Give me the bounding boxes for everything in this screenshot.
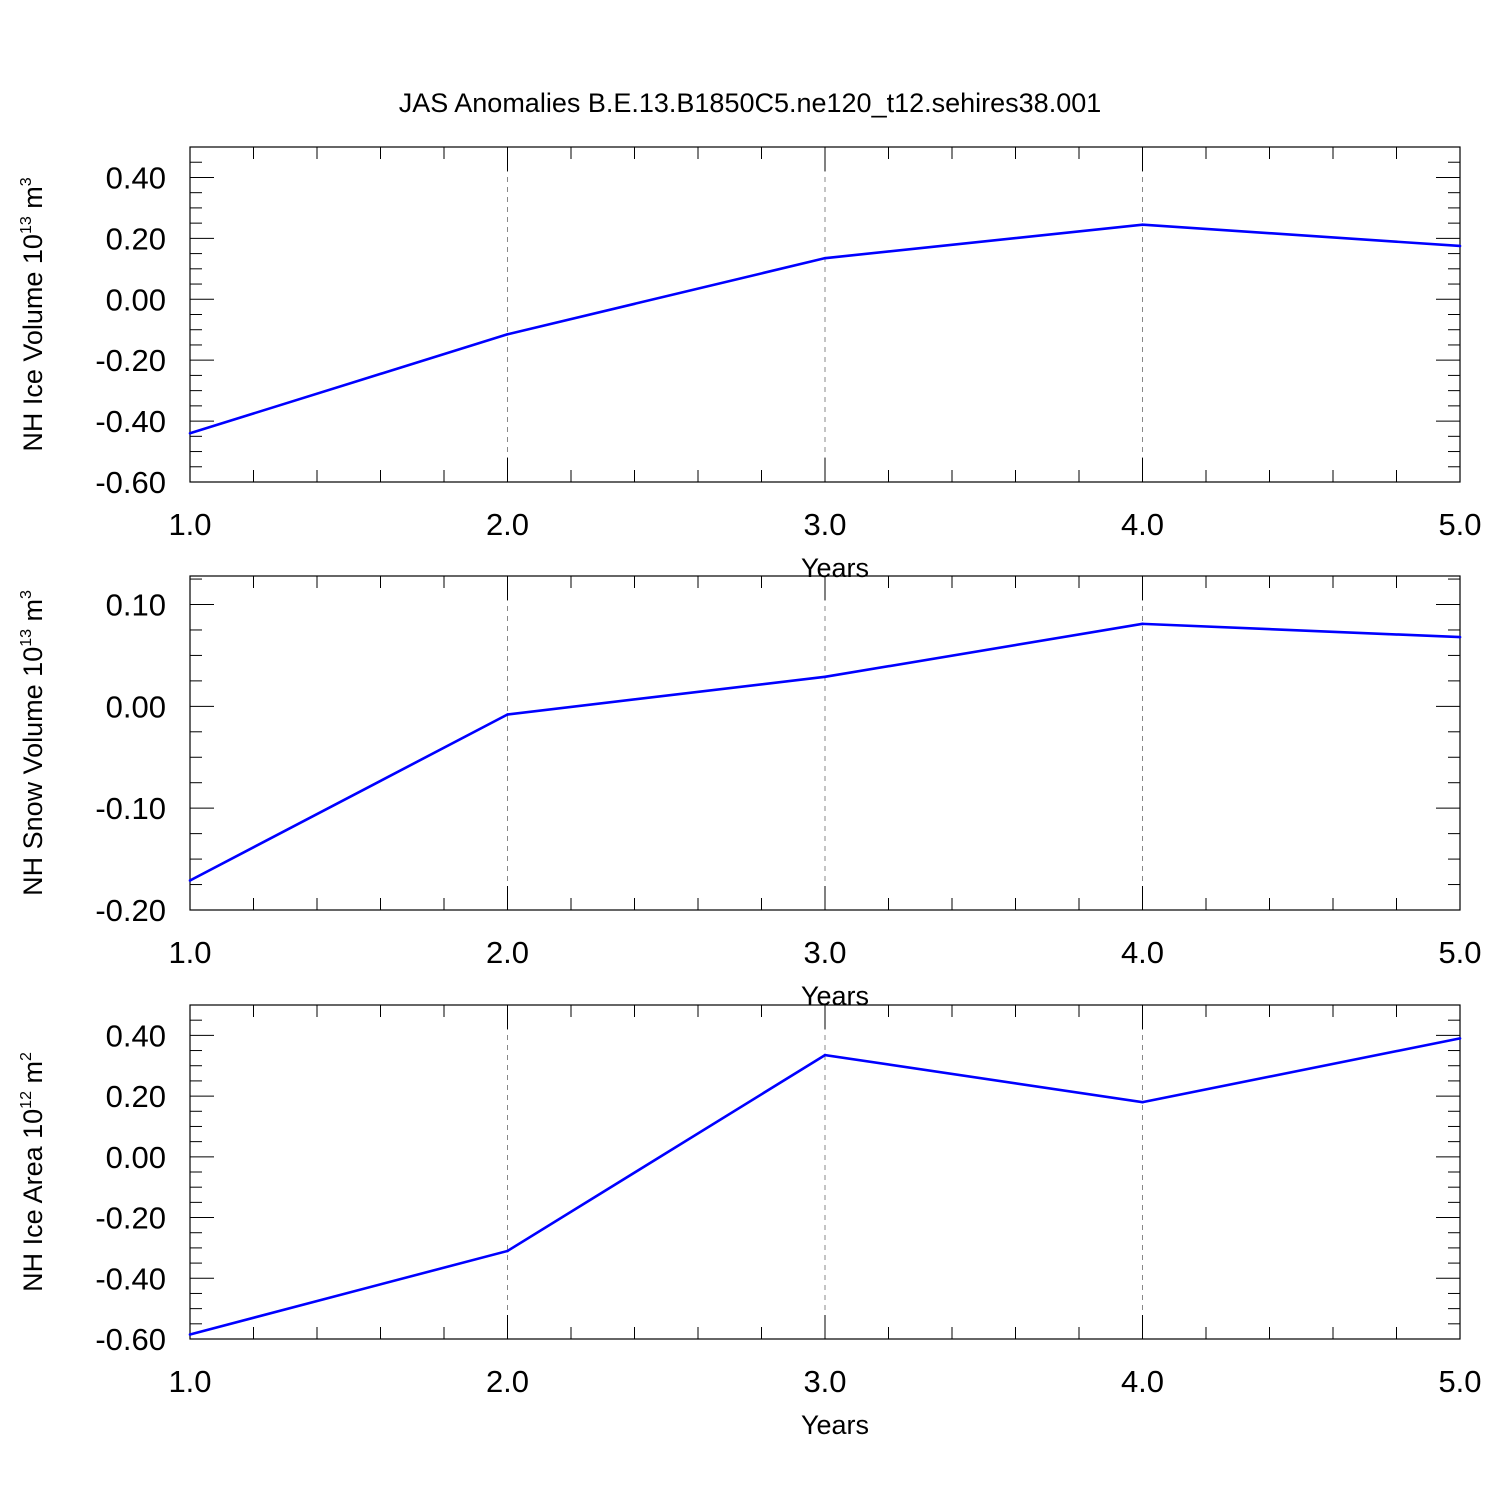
x-tick-label: 5.0 (1438, 1364, 1481, 1399)
y-tick-label: -0.60 (95, 1322, 166, 1357)
chart-panel-1: -0.60 -0.40 -0.20 0.00 0.20 0.40 1.0 2.0 3.0 4.0 5… (18, 146, 1482, 583)
y-axis-label: NH Snow Volume 1013 m3 (18, 590, 48, 896)
x-tick-label: 1.0 (168, 507, 211, 542)
data-point (506, 713, 509, 716)
chart-panel-3: -0.60 -0.40 -0.20 0.00 0.20 0.40 1.0 2.0 3.0 4.0 5… (18, 1004, 1482, 1440)
x-axis-label: Years (801, 553, 869, 583)
y-axis-label-unit: m (18, 599, 48, 629)
y-axis-label-exp: 13 (18, 629, 35, 647)
x-tick-label: 1.0 (168, 1364, 211, 1399)
y-tick-label: -0.20 (95, 893, 166, 928)
data-point (506, 332, 509, 336)
y-axis-label-unit: m (18, 186, 48, 216)
data-point (1458, 1037, 1462, 1040)
x-tick-label: 4.0 (1121, 935, 1164, 970)
y-tick-label: 0.00 (106, 1140, 166, 1175)
y-axis-label-unit: m (18, 1061, 48, 1091)
x-tick-label: 3.0 (803, 1364, 846, 1399)
panels: -0.60 -0.40 -0.20 0.00 0.20 0.40 1.0 2.0 3.0 4.0 5… (18, 146, 1482, 1440)
y-axis-label-unit-exp: 3 (18, 590, 35, 599)
y-axis-label-unit-exp: 3 (18, 177, 35, 186)
x-tick-label: 3.0 (803, 935, 846, 970)
data-point (188, 879, 192, 882)
data-point (823, 1053, 827, 1057)
x-tick-label: 5.0 (1438, 935, 1481, 970)
y-axis-label-unit-exp: 2 (18, 1052, 35, 1061)
y-tick-label: 0.00 (106, 689, 166, 724)
y-axis-label-main: NH Ice Area 10 (18, 1109, 48, 1292)
x-tick-label: 1.0 (168, 935, 211, 970)
data-point (506, 1249, 509, 1253)
y-tick-label: 0.00 (106, 282, 166, 317)
y-tick-label: 0.20 (106, 221, 166, 256)
data-point (188, 1333, 192, 1336)
x-tick-label: 3.0 (803, 507, 846, 542)
y-tick-label: -0.40 (95, 404, 166, 439)
data-point (1141, 1100, 1144, 1104)
figure-title: JAS Anomalies B.E.13.B1850C5.ne120_t12.s… (399, 88, 1102, 118)
data-point (823, 675, 827, 679)
x-tick-label: 4.0 (1121, 1364, 1164, 1399)
y-axis-label-main: NH Snow Volume 10 (18, 647, 48, 896)
y-tick-label: -0.20 (95, 1201, 166, 1236)
y-tick-label: -0.60 (95, 465, 166, 500)
data-point (1458, 635, 1462, 639)
y-tick-label: 0.40 (106, 160, 166, 195)
data-point (1141, 223, 1144, 226)
x-tick-label: 4.0 (1121, 507, 1164, 542)
data-point (1141, 622, 1144, 626)
data-point (823, 256, 827, 260)
y-axis-label: NH Ice Volume 1013 m3 (18, 177, 48, 451)
y-tick-label: -0.20 (95, 343, 166, 378)
data-point (188, 431, 192, 435)
chart-panel-2: -0.20 -0.10 0.00 0.10 1.0 2.0 3.0 4.0 5.0 Years NH… (18, 575, 1482, 1011)
y-tick-label: 0.10 (106, 588, 166, 623)
y-axis-label: NH Ice Area 1012 m2 (18, 1052, 48, 1292)
x-tick-label: 2.0 (486, 935, 529, 970)
y-tick-label: -0.10 (95, 791, 166, 826)
y-axis-label-exp: 12 (18, 1091, 35, 1109)
y-tick-label: -0.40 (95, 1261, 166, 1296)
x-tick-label: 2.0 (486, 507, 529, 542)
data-point (1458, 244, 1462, 248)
x-axis-label: Years (801, 981, 869, 1011)
y-tick-label: 0.20 (106, 1079, 166, 1114)
series-line (189, 622, 1461, 882)
x-axis-label: Years (801, 1410, 869, 1440)
x-tick-label: 2.0 (486, 1364, 529, 1399)
x-tick-label: 5.0 (1438, 507, 1481, 542)
y-axis-label-main: NH Ice Volume 10 (18, 234, 48, 452)
y-axis-label-exp: 13 (18, 216, 35, 234)
y-tick-label: 0.40 (106, 1018, 166, 1053)
